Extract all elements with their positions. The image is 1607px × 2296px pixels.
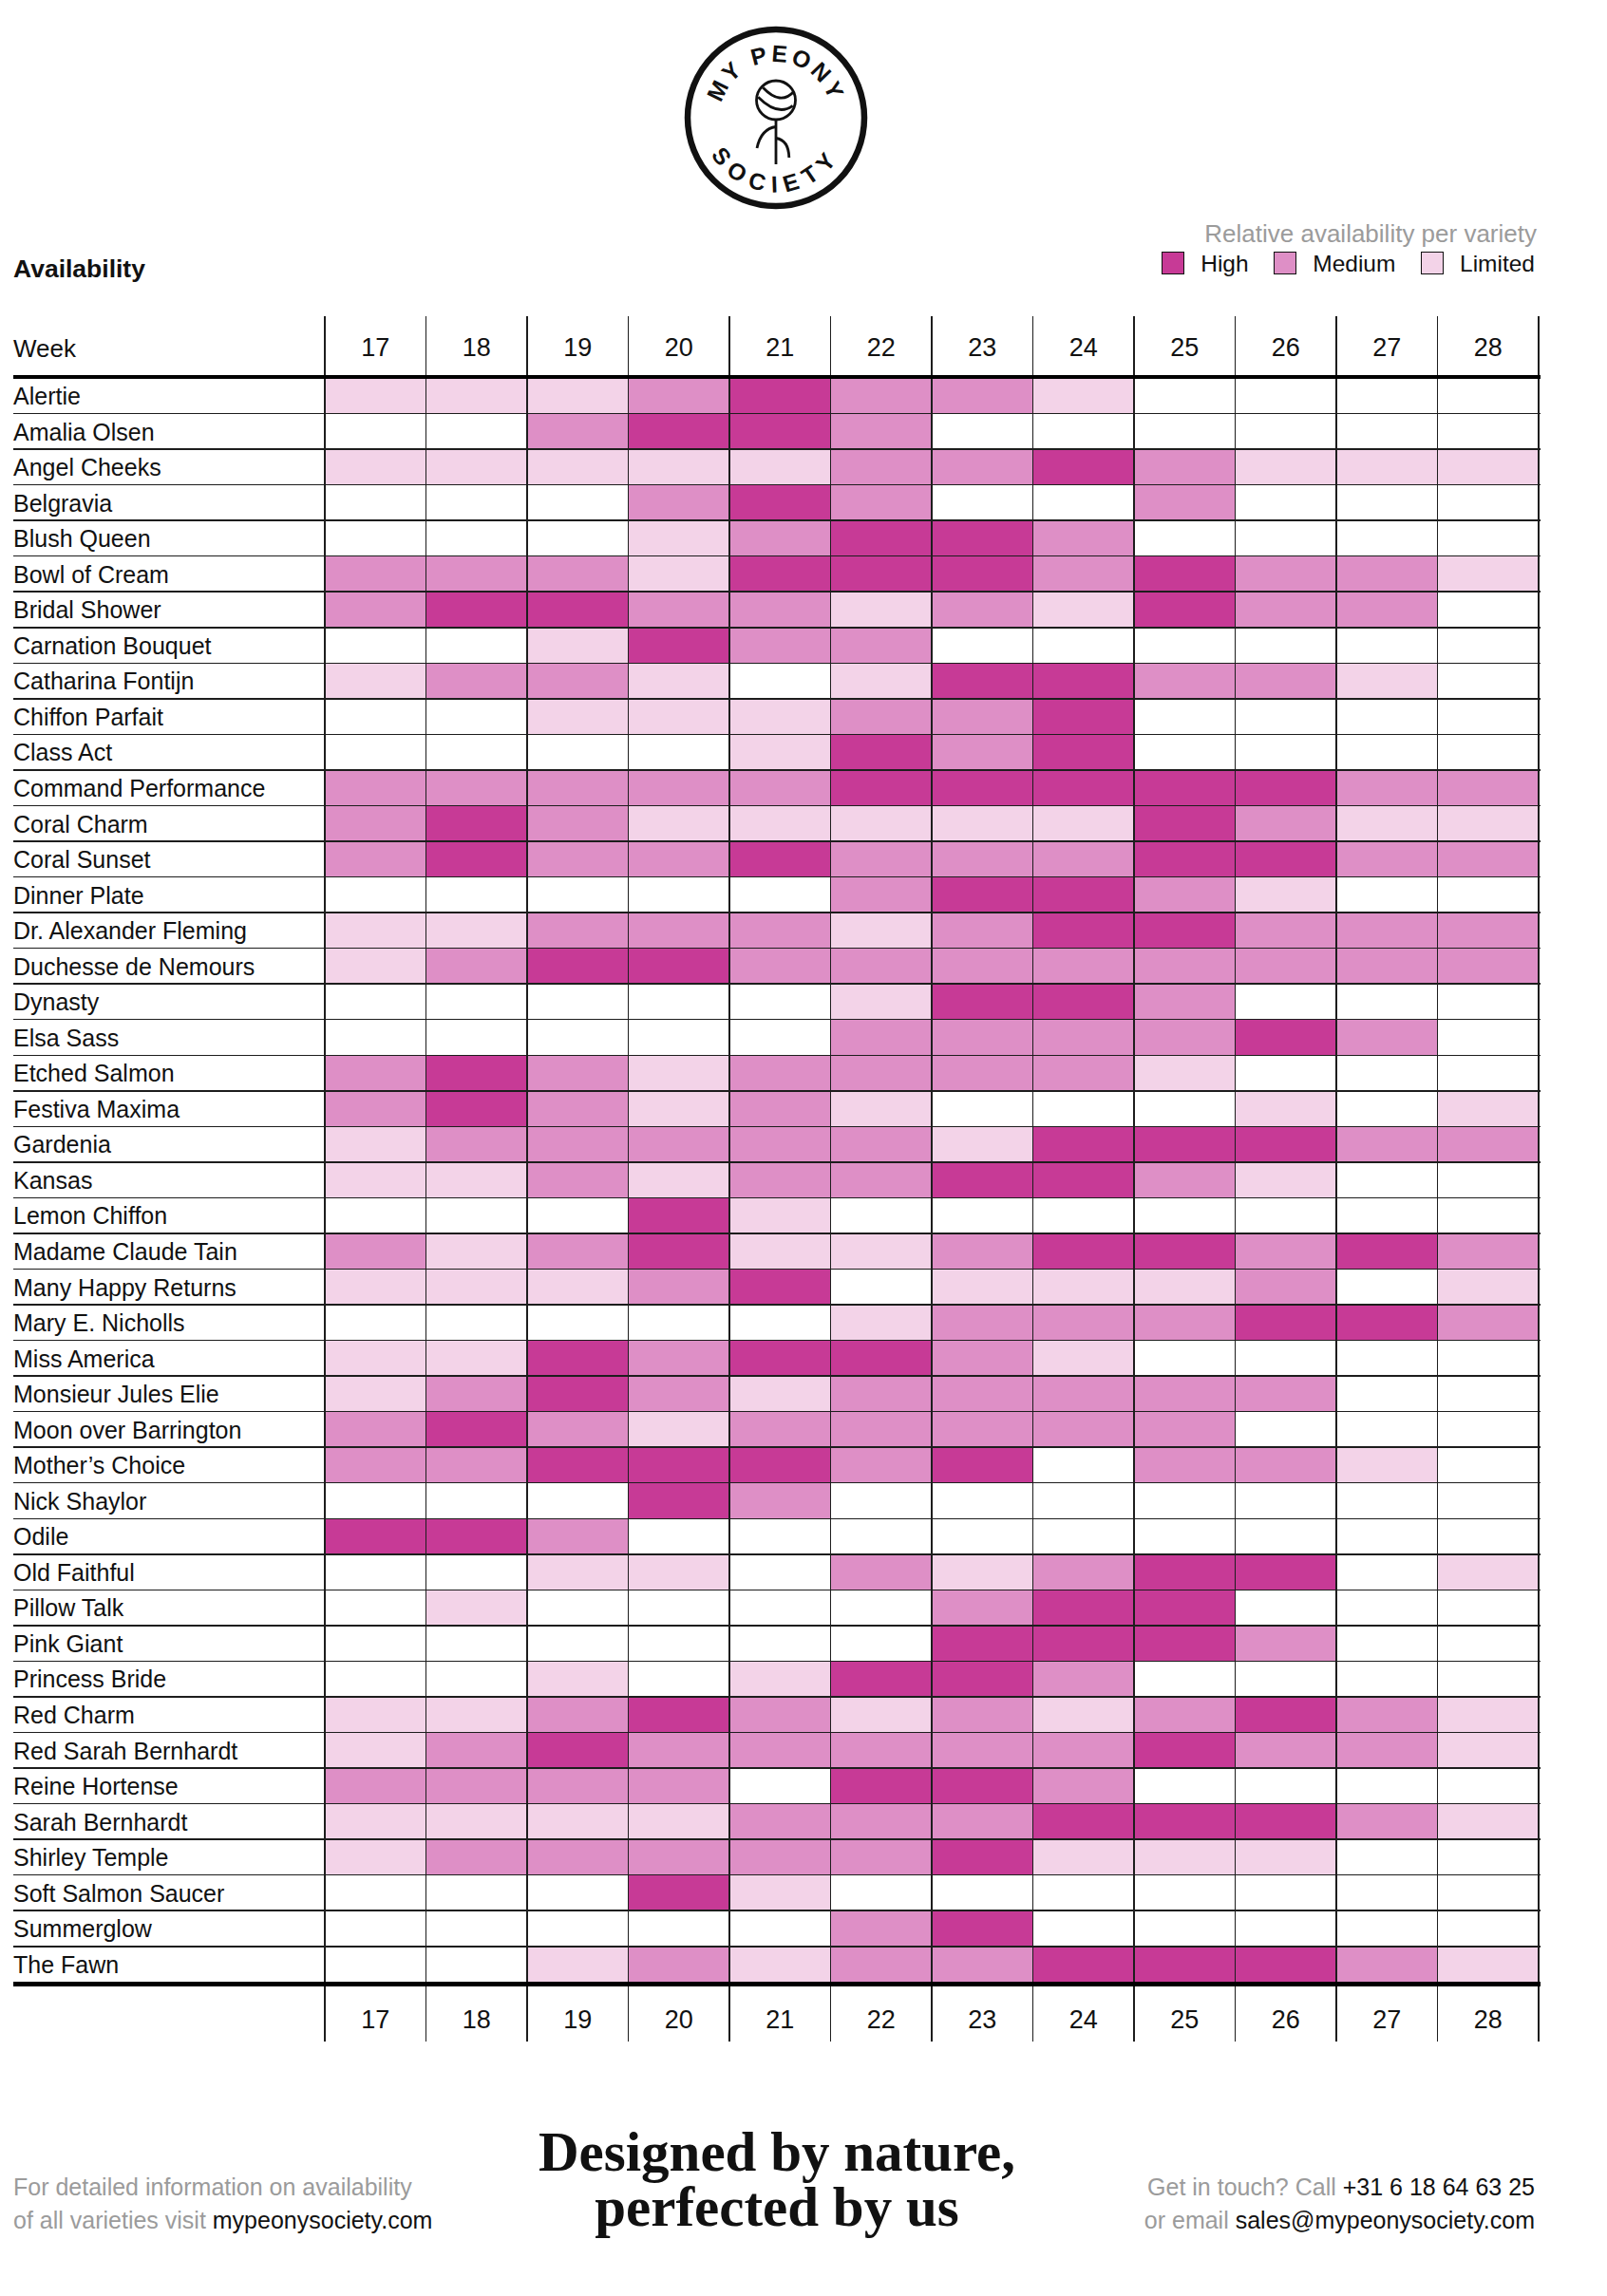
svg-text:MY PEONY: MY PEONY	[702, 40, 850, 104]
